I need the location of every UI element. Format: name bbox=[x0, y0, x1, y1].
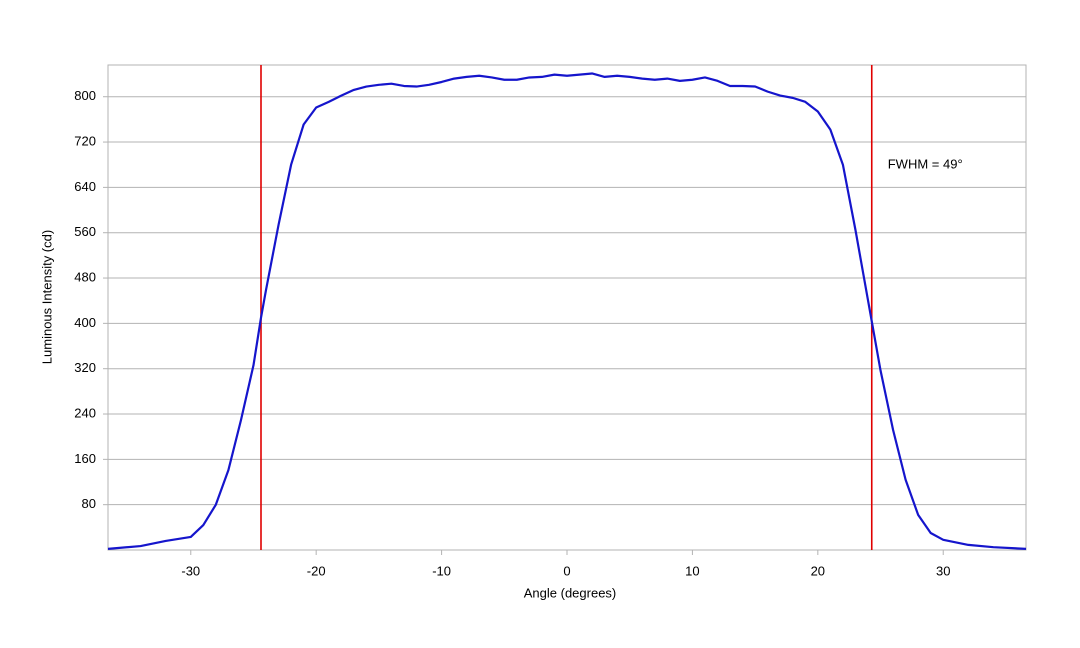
y-tick-label: 480 bbox=[74, 269, 96, 284]
x-tick-label: 10 bbox=[685, 563, 699, 578]
y-tick-label: 400 bbox=[74, 315, 96, 330]
x-tick-label: -10 bbox=[432, 563, 451, 578]
y-tick-label: 560 bbox=[74, 224, 96, 239]
plot-frame bbox=[107, 64, 1027, 551]
x-tick-label: 20 bbox=[811, 563, 825, 578]
y-tick-label: 160 bbox=[74, 451, 96, 466]
data-line bbox=[107, 72, 1027, 550]
y-tick-label: 800 bbox=[74, 88, 96, 103]
x-tick-label: 30 bbox=[936, 563, 950, 578]
x-tick-label: 0 bbox=[563, 563, 570, 578]
y-tick-label: 240 bbox=[74, 405, 96, 420]
annotation: FWHM = 49° bbox=[888, 156, 963, 171]
x-tick-label: -30 bbox=[181, 563, 200, 578]
y-tick-label: 80 bbox=[82, 496, 96, 511]
y-axis-label: Luminous Intensity (cd) bbox=[39, 230, 54, 364]
y-tick-label: 640 bbox=[74, 179, 96, 194]
x-tick-label: -20 bbox=[307, 563, 326, 578]
y-tick-label: 720 bbox=[74, 133, 96, 148]
y-tick-label: 320 bbox=[74, 360, 96, 375]
x-axis-label: Angle (degrees) bbox=[524, 585, 617, 600]
